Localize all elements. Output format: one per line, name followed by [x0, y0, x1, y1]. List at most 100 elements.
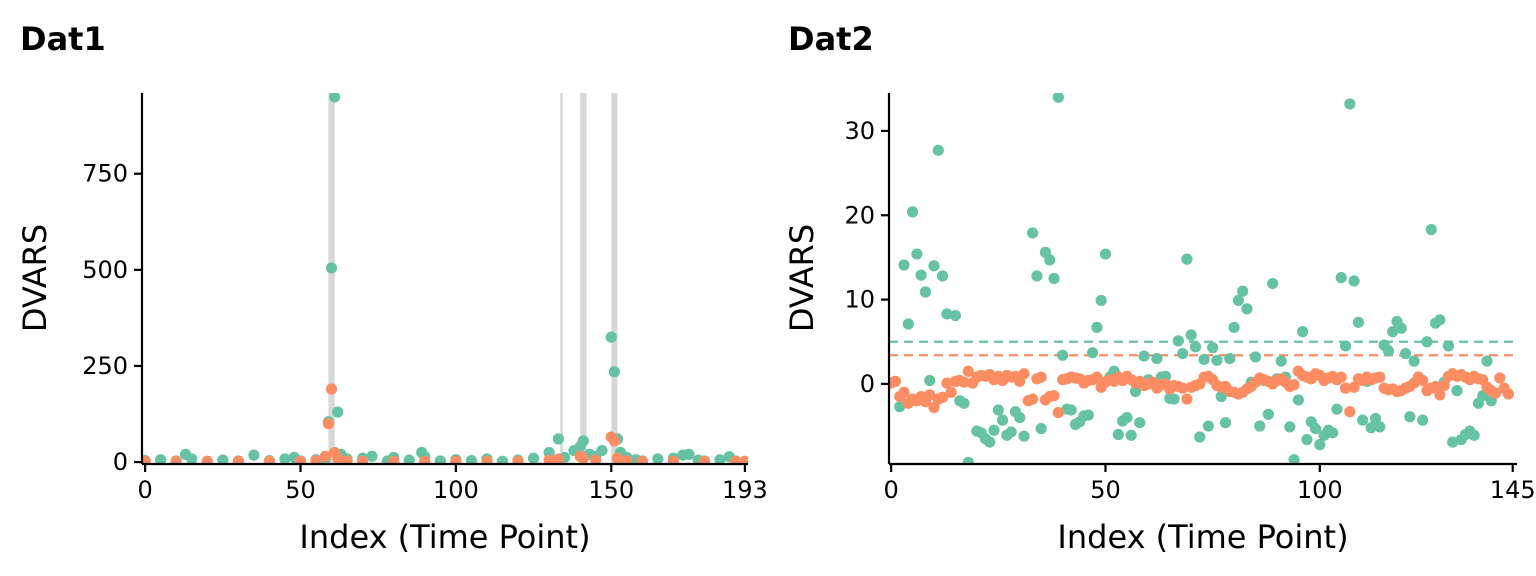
- data-point: [465, 454, 478, 464]
- data-point: [450, 455, 462, 464]
- data-point: [1121, 412, 1133, 424]
- data-point: [739, 455, 748, 464]
- data-point: [279, 453, 291, 464]
- data-point: [1451, 385, 1463, 397]
- data-point: [1434, 314, 1446, 326]
- data-point: [1048, 390, 1060, 402]
- data-point: [958, 397, 970, 409]
- data-point: [332, 406, 344, 418]
- data-point: [1262, 408, 1274, 420]
- data-point: [1421, 336, 1433, 348]
- x-tick-label: 100: [433, 476, 479, 504]
- data-point: [1232, 294, 1244, 307]
- data-point: [1297, 326, 1309, 338]
- data-point: [481, 455, 493, 464]
- data-point: [1014, 412, 1026, 424]
- y-tick-label: 750: [82, 160, 128, 188]
- data-point: [608, 366, 620, 378]
- data-point: [621, 455, 633, 464]
- panel-title-dat2: Dat2: [788, 20, 874, 58]
- y-axis-label-dat2: DVARS: [783, 224, 821, 332]
- data-point: [1172, 335, 1184, 347]
- data-point: [1348, 275, 1360, 287]
- data-point: [155, 454, 167, 464]
- data-point: [1129, 385, 1142, 398]
- data-point: [248, 449, 260, 461]
- data-point: [1219, 417, 1232, 429]
- x-tick-label: 100: [1297, 476, 1343, 504]
- data-point: [1417, 374, 1429, 387]
- data-point: [1168, 393, 1180, 405]
- data-point: [1477, 390, 1489, 402]
- data-point: [1284, 421, 1296, 433]
- data-point: [217, 454, 229, 464]
- data-point: [984, 436, 996, 448]
- data-point: [201, 455, 213, 464]
- data-point: [1151, 353, 1163, 365]
- data-point: [1177, 382, 1189, 394]
- data-point: [1091, 321, 1103, 334]
- data-point: [1215, 390, 1227, 403]
- data-point: [958, 376, 970, 388]
- data-point: [996, 414, 1009, 426]
- data-point: [1489, 387, 1502, 399]
- data-point: [1027, 227, 1039, 239]
- data-point: [577, 452, 589, 464]
- data-point: [1292, 394, 1304, 406]
- series-1: [889, 365, 1515, 419]
- data-point: [170, 455, 182, 464]
- data-point: [1125, 429, 1137, 441]
- flag-band: [560, 93, 563, 464]
- panel-dat2: Dat2 Index (Time Point) DVARS 0 50 100 145 0…: [783, 20, 1536, 556]
- data-point: [1198, 353, 1210, 366]
- data-point: [1344, 406, 1356, 418]
- data-point: [1442, 340, 1455, 352]
- data-point: [1035, 371, 1047, 383]
- data-point: [1044, 254, 1056, 266]
- data-point: [932, 144, 944, 156]
- series-0: [142, 93, 748, 464]
- data-point: [611, 452, 624, 464]
- data-point: [1207, 342, 1219, 354]
- data-point: [419, 455, 431, 464]
- data-point: [1408, 355, 1420, 367]
- data-point: [1335, 371, 1347, 383]
- data-point: [322, 418, 335, 430]
- data-point: [1344, 98, 1356, 110]
- data-point: [1357, 414, 1369, 426]
- data-point: [1185, 329, 1197, 341]
- x-tick-label: 0: [884, 476, 899, 504]
- x-tick-label: 145: [1490, 476, 1536, 504]
- data-point: [1087, 347, 1099, 359]
- data-point: [1181, 253, 1193, 265]
- data-point: [1335, 272, 1347, 284]
- data-point: [577, 435, 589, 447]
- data-point: [1082, 409, 1094, 421]
- data-point: [898, 386, 910, 398]
- data-point: [1249, 351, 1262, 363]
- data-point: [294, 455, 307, 464]
- data-point: [1374, 421, 1386, 433]
- data-point: [1288, 454, 1300, 464]
- data-point: [1112, 428, 1124, 441]
- data-point: [605, 331, 617, 343]
- data-point: [310, 455, 322, 464]
- data-point: [894, 401, 906, 413]
- data-point: [936, 391, 949, 403]
- data-point: [1468, 429, 1480, 441]
- data-point: [729, 455, 742, 464]
- data-point: [543, 446, 555, 459]
- y-tick-label: 20: [844, 201, 875, 229]
- data-point: [1048, 272, 1060, 285]
- data-point: [1301, 433, 1313, 446]
- data-point: [1065, 404, 1077, 416]
- y-tick-label: 0: [860, 370, 875, 398]
- data-point: [263, 455, 276, 464]
- data-point: [941, 377, 953, 389]
- data-point: [1327, 427, 1339, 439]
- data-point: [1275, 355, 1287, 367]
- data-point: [915, 269, 927, 281]
- x-axis-label-dat1: Index (Time Point): [299, 518, 590, 556]
- x-tick-label: 50: [1090, 476, 1121, 504]
